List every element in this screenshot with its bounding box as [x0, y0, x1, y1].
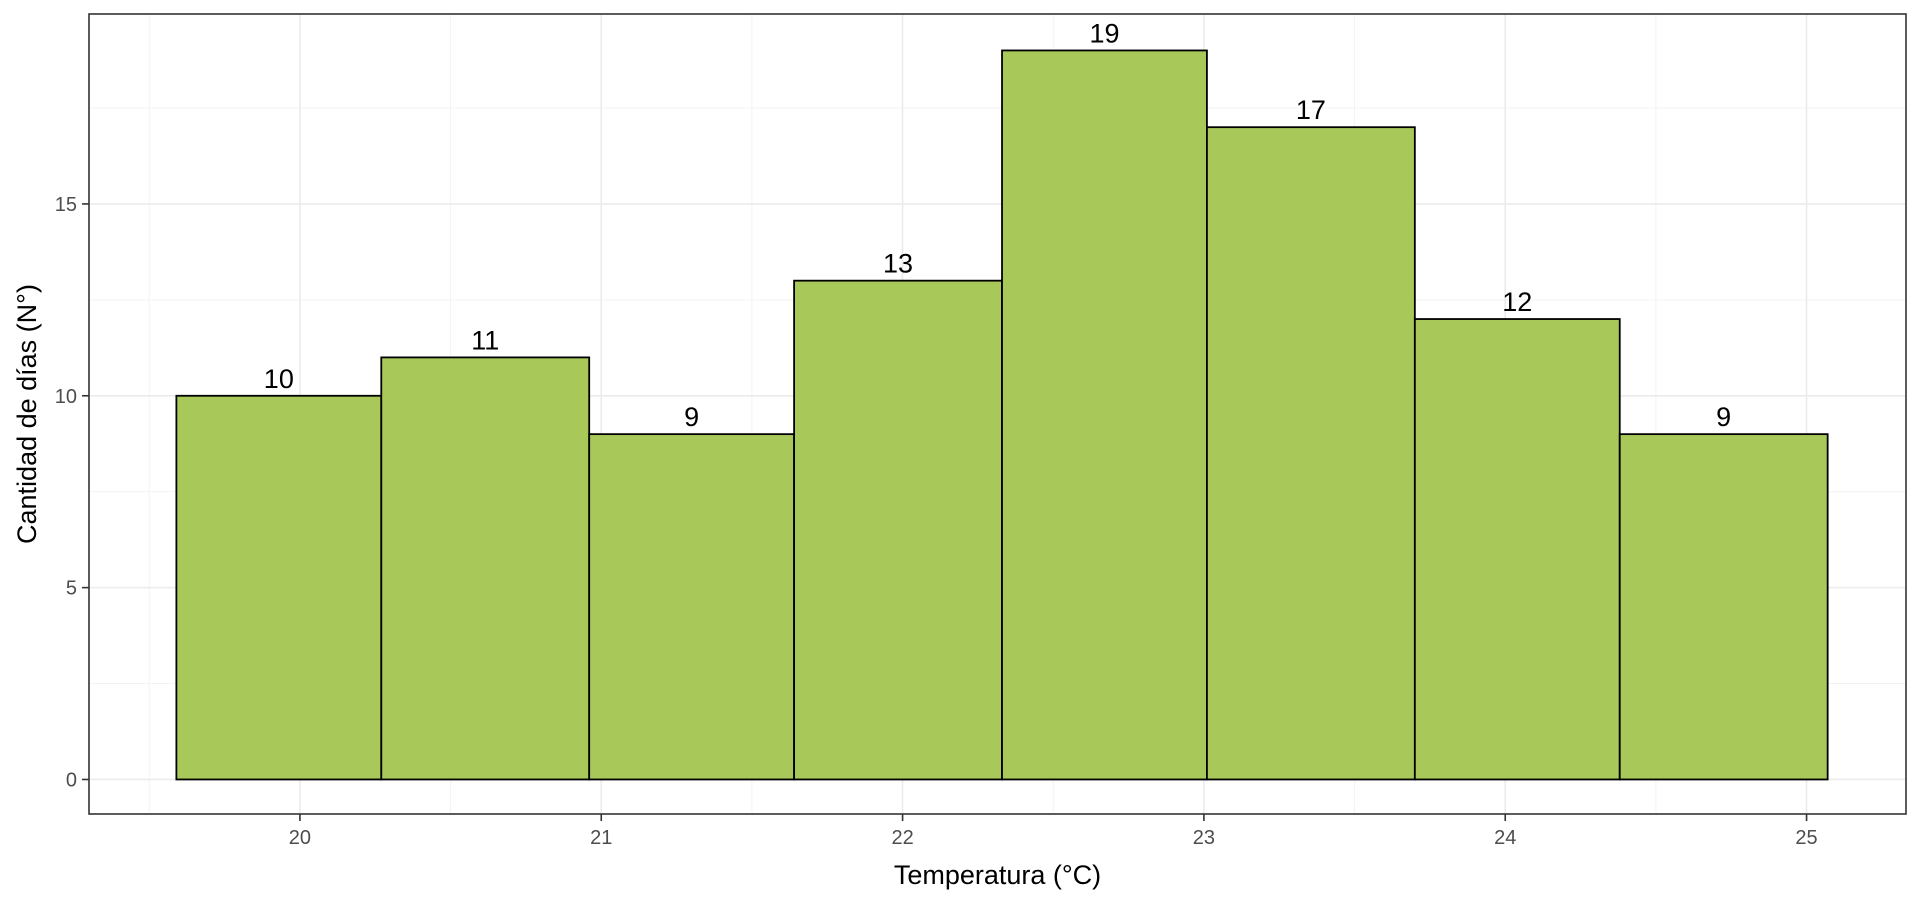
bar-value-labels: 10 11 9 13 19 17 12 9 [264, 18, 1731, 432]
y-tick-label: 10 [55, 386, 77, 408]
x-tick-label: 20 [289, 827, 311, 849]
x-tick-label: 22 [891, 827, 913, 849]
y-tick-label: 15 [55, 194, 77, 216]
bar-value-label: 13 [883, 249, 913, 279]
histogram-bar [1206, 126, 1416, 781]
histogram-bar [380, 356, 591, 781]
x-tick-label: 21 [590, 827, 612, 849]
y-tick-label: 0 [66, 769, 77, 791]
x-tick-label: 23 [1193, 827, 1215, 849]
histogram-bar [1618, 433, 1829, 781]
x-axis-title: Temperatura (°C) [894, 860, 1101, 890]
y-axis-title: Cantidad de días (N°) [12, 284, 42, 544]
bar-value-label: 9 [1716, 402, 1731, 432]
y-tick-label: 5 [66, 578, 77, 600]
histogram-bar [793, 279, 1003, 781]
bar-value-label: 11 [471, 325, 499, 355]
bar-value-label: 10 [264, 364, 294, 394]
histogram-bars [175, 49, 1829, 781]
panel-border [88, 13, 1907, 815]
histogram-bar [1413, 318, 1621, 781]
bar-value-label: 19 [1089, 18, 1119, 48]
histogram-bar [175, 394, 383, 781]
bar-value-label: 17 [1296, 95, 1326, 125]
axis-ticks: 20 21 22 23 24 25 0 5 10 15 [55, 194, 1818, 849]
x-tick-label: 24 [1494, 827, 1516, 849]
bar-value-label: 9 [684, 402, 699, 432]
x-tick-label: 25 [1795, 827, 1817, 849]
histogram-bar [588, 433, 796, 781]
bar-value-label: 12 [1502, 287, 1532, 317]
histogram-bar [1001, 49, 1208, 781]
